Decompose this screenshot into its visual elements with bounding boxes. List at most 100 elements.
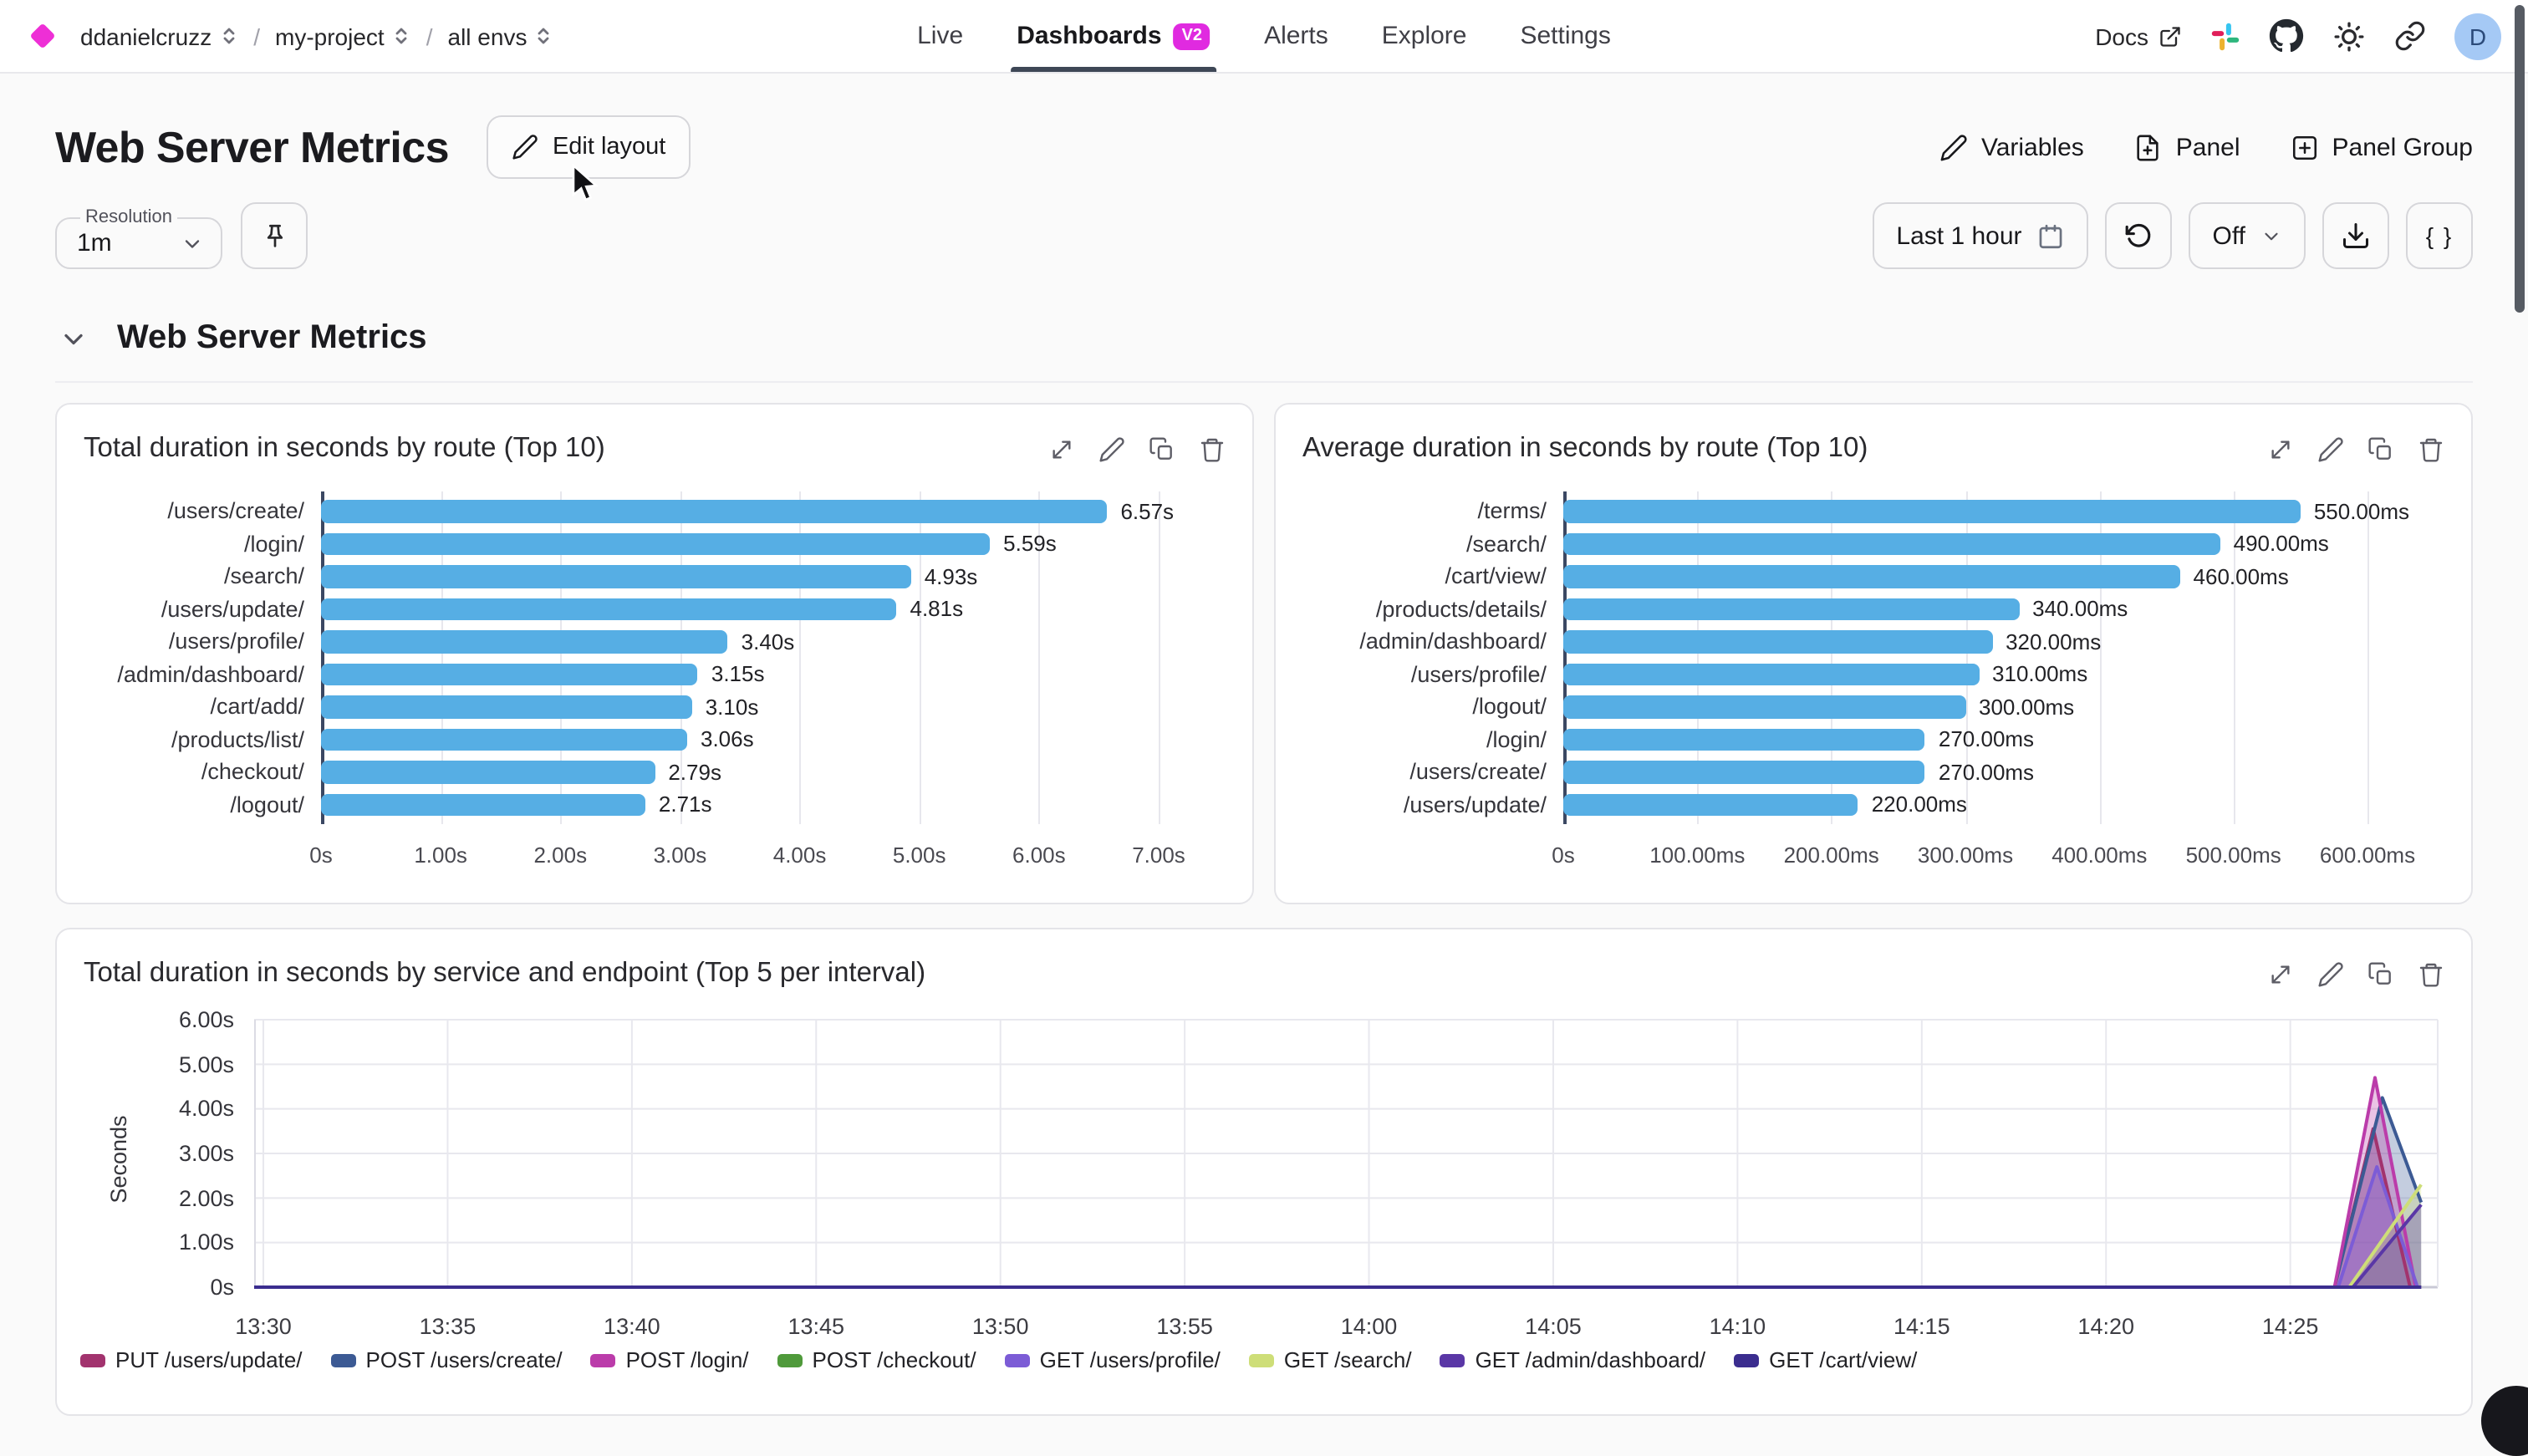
github-link[interactable] — [2269, 18, 2304, 53]
legend-item[interactable]: GET /cart/view/ — [1734, 1347, 1917, 1372]
bar[interactable]: 310.00ms — [1563, 663, 1979, 685]
duplicate-icon[interactable] — [1149, 435, 1175, 462]
add-panel-button[interactable]: Panel — [2134, 133, 2240, 161]
breadcrumb-project-selector[interactable]: my-project — [275, 23, 411, 49]
bar[interactable]: 4.81s — [321, 598, 897, 620]
bar-chart-total-duration[interactable]: /users/create//login//search//users/upda… — [57, 475, 1252, 903]
bar-category-label: /cart/view/ — [1276, 560, 1547, 593]
delete-icon[interactable] — [2418, 960, 2444, 987]
tab-live[interactable]: Live — [917, 0, 963, 72]
edit-icon[interactable] — [1098, 435, 1125, 462]
bar[interactable]: 550.00ms — [1563, 500, 2301, 522]
bar-value-label: 3.40s — [742, 629, 795, 654]
x-tick-label: 6.00s — [1012, 843, 1066, 868]
bar-value-label: 4.93s — [925, 564, 978, 589]
plus-square-icon — [2291, 133, 2319, 161]
legend-item[interactable]: POST /users/create/ — [331, 1347, 563, 1372]
tab-settings[interactable]: Settings — [1520, 0, 1610, 72]
bar-value-label: 550.00ms — [2314, 499, 2409, 524]
json-button[interactable]: { } — [2406, 202, 2473, 269]
bar[interactable]: 5.59s — [321, 532, 990, 555]
legend-swatch — [1734, 1353, 1759, 1367]
legend-item[interactable]: GET /users/profile/ — [1005, 1347, 1221, 1372]
x-tick-label: 400.00ms — [2051, 843, 2147, 868]
duplicate-icon[interactable] — [2367, 435, 2394, 462]
github-icon — [2269, 18, 2304, 53]
pin-button[interactable] — [241, 202, 308, 269]
avatar[interactable]: D — [2454, 13, 2501, 59]
bar[interactable]: 340.00ms — [1563, 598, 2019, 620]
x-tick-label: 14:25 — [2262, 1314, 2319, 1339]
time-range-button[interactable]: Last 1 hour — [1873, 202, 2088, 269]
bar-value-label: 310.00ms — [1992, 662, 2087, 687]
chevron-down-icon[interactable] — [59, 323, 89, 354]
bar[interactable]: 270.00ms — [1563, 728, 1925, 751]
legend-label: POST /users/create/ — [366, 1347, 563, 1372]
bar[interactable]: 3.10s — [321, 695, 692, 718]
delete-icon[interactable] — [2418, 435, 2444, 462]
bar-row: 6.57s — [321, 495, 1159, 527]
bar[interactable]: 3.15s — [321, 663, 698, 685]
bar[interactable]: 3.06s — [321, 728, 687, 751]
line-chart-plot[interactable] — [254, 1003, 2438, 1301]
y-tick-label: 5.00s — [179, 1051, 234, 1077]
diamond-logo[interactable] — [29, 23, 55, 48]
legend-swatch — [591, 1353, 616, 1367]
legend-item[interactable]: PUT /users/update/ — [80, 1347, 303, 1372]
chevron-down-icon — [2260, 225, 2282, 247]
bar[interactable]: 6.57s — [321, 500, 1107, 522]
slack-link[interactable] — [2210, 21, 2240, 51]
add-panel-group-button[interactable]: Panel Group — [2291, 133, 2473, 161]
panel-title: Average duration in seconds by route (To… — [1302, 433, 1868, 465]
auto-refresh-select[interactable]: Off — [2189, 202, 2306, 269]
series-line[interactable] — [254, 1097, 2421, 1287]
series-line[interactable] — [254, 1204, 2421, 1287]
download-button[interactable] — [2322, 202, 2389, 269]
duplicate-icon[interactable] — [2367, 960, 2394, 987]
bar-category-label: /logout/ — [57, 788, 304, 821]
bar[interactable]: 270.00ms — [1563, 761, 1925, 783]
bar[interactable]: 320.00ms — [1563, 630, 1992, 653]
bar[interactable]: 300.00ms — [1563, 695, 1965, 718]
series-line[interactable] — [254, 1184, 2421, 1287]
bar[interactable]: 4.93s — [321, 565, 911, 588]
variables-button[interactable]: Variables — [1939, 133, 2084, 161]
refresh-button[interactable] — [2106, 202, 2173, 269]
breadcrumb-env-selector[interactable]: all envs — [448, 23, 554, 49]
x-tick-label: 14:15 — [1893, 1314, 1950, 1339]
legend-item[interactable]: GET /search/ — [1249, 1347, 1412, 1372]
page-content: Web Server Metrics Edit layout Variables… — [0, 115, 2528, 1416]
vertical-scrollbar[interactable] — [2515, 5, 2525, 313]
theme-toggle[interactable] — [2332, 19, 2366, 53]
delete-icon[interactable] — [1199, 435, 1226, 462]
breadcrumb-org-selector[interactable]: ddanielcruzz — [80, 23, 238, 49]
legend-item[interactable]: GET /admin/dashboard/ — [1440, 1347, 1706, 1372]
bar[interactable]: 2.79s — [321, 761, 655, 783]
bar[interactable]: 2.71s — [321, 793, 645, 816]
expand-icon[interactable] — [2267, 435, 2294, 462]
tab-explore[interactable]: Explore — [1382, 0, 1467, 72]
docs-link[interactable]: Docs — [2095, 23, 2182, 49]
x-tick-label: 14:00 — [1341, 1314, 1398, 1339]
tab-dashboards[interactable]: Dashboards V2 — [1017, 0, 1210, 72]
edit-icon[interactable] — [2317, 435, 2344, 462]
expand-icon[interactable] — [2267, 960, 2294, 987]
share-link-button[interactable] — [2394, 20, 2426, 52]
line-chart-svg — [254, 1003, 2438, 1301]
legend-item[interactable]: POST /login/ — [591, 1347, 749, 1372]
bar-category-label: /search/ — [1276, 527, 1547, 560]
edit-icon[interactable] — [2317, 960, 2344, 987]
bar-chart-average-duration[interactable]: /terms//search//cart/view//products/deta… — [1276, 475, 2471, 903]
series-line[interactable] — [254, 1167, 2421, 1287]
expand-icon[interactable] — [1048, 435, 1075, 462]
bar[interactable]: 490.00ms — [1563, 532, 2220, 555]
bar-value-label: 320.00ms — [2006, 629, 2101, 654]
resolution-select[interactable]: Resolution 1m — [55, 207, 222, 269]
bar-category-label: /login/ — [57, 527, 304, 560]
bar[interactable]: 460.00ms — [1563, 565, 2180, 588]
series-area — [254, 1167, 2421, 1287]
tab-alerts[interactable]: Alerts — [1264, 0, 1328, 72]
legend-item[interactable]: POST /checkout/ — [777, 1347, 976, 1372]
bar[interactable]: 220.00ms — [1563, 793, 1858, 816]
bar[interactable]: 3.40s — [321, 630, 728, 653]
